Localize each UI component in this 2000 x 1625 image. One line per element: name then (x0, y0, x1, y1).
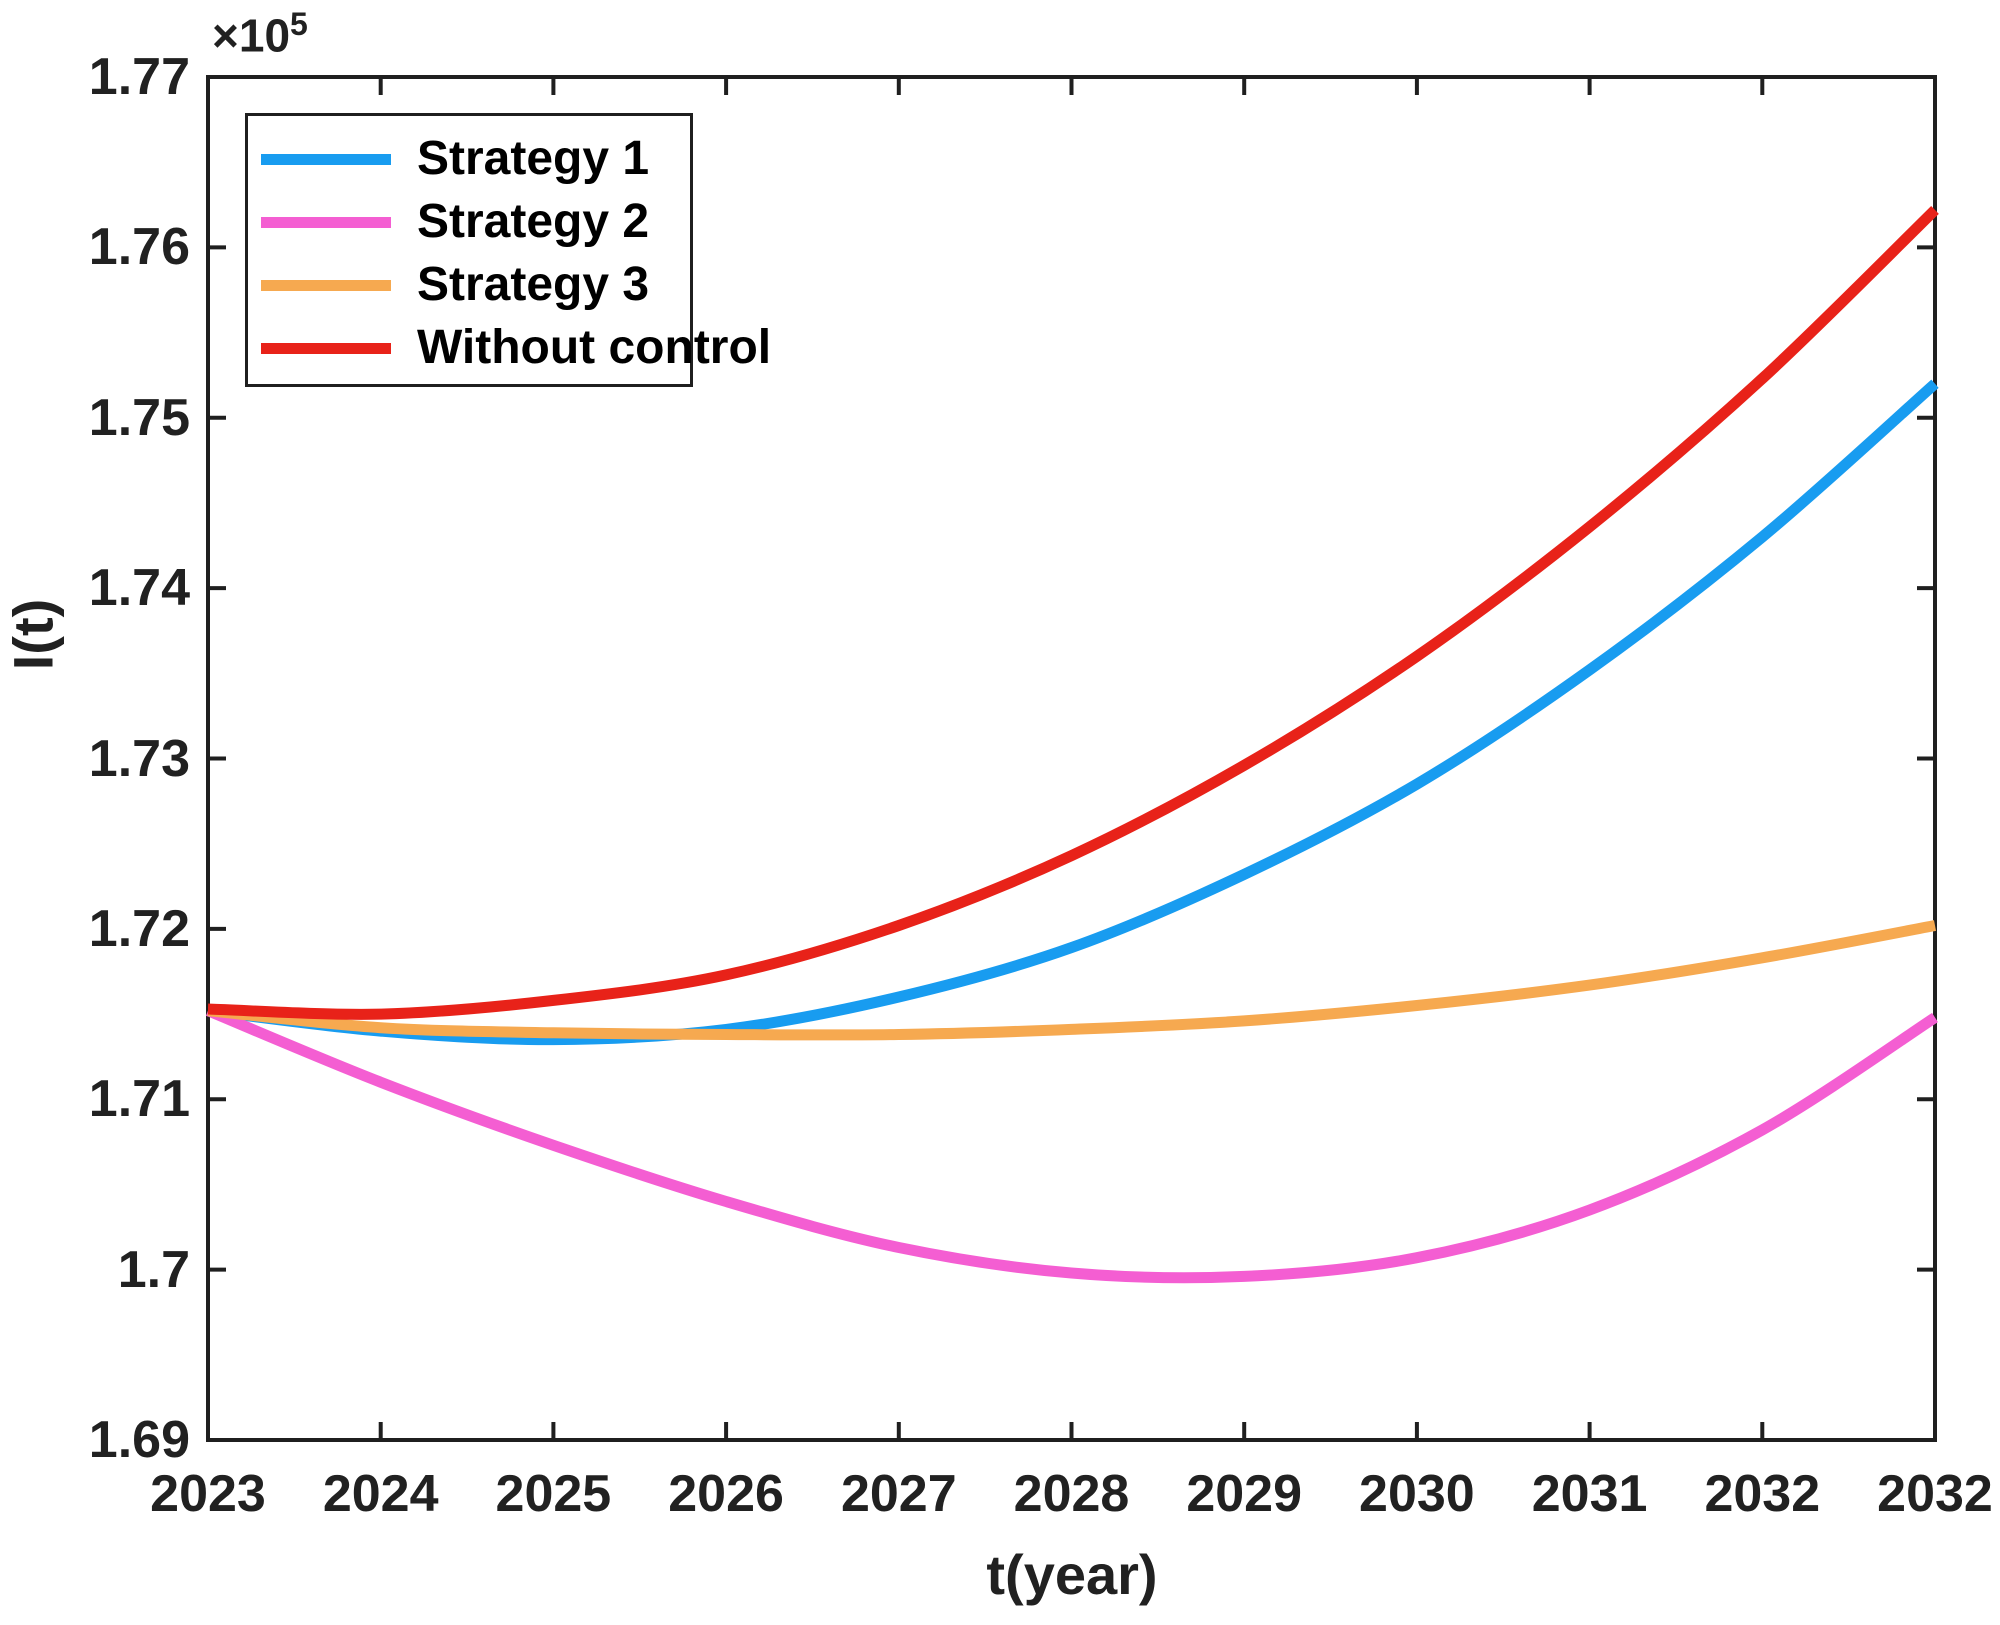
legend-row: Strategy 1 (248, 134, 690, 184)
y-tick-label: 1.75 (88, 388, 190, 447)
series-line-strategy-2 (205, 1005, 1938, 1284)
series-line-without-control (207, 205, 1939, 1020)
y-axis-exponent: ×105 (212, 6, 308, 62)
legend: Strategy 1 Strategy 2 Strategy 3 Without co… (245, 113, 771, 387)
legend-line-swatch (261, 342, 391, 354)
x-tick-label: 2032 (1704, 1465, 1821, 1523)
y-tick-label: 1.72 (88, 899, 190, 958)
x-tick-label: 2023 (150, 1465, 266, 1523)
legend-label: Strategy 3 (417, 258, 650, 311)
x-tick-label: 2032 (1877, 1465, 1993, 1523)
y-tick-label: 1.77 (88, 48, 190, 106)
x-tick-label: 2029 (1186, 1465, 1303, 1523)
legend-row: Strategy 2 (248, 197, 690, 247)
y-tick-label: 1.73 (88, 729, 190, 788)
legend-row: Without control (248, 323, 771, 373)
x-tick-label: 2025 (495, 1465, 612, 1523)
legend-line-swatch (261, 216, 391, 228)
legend-label: Without control (417, 321, 772, 374)
x-axis-label: t(year) (986, 1543, 1158, 1606)
series-line-strategy-3 (207, 920, 1937, 1041)
x-tick-label: 2030 (1359, 1465, 1475, 1523)
x-tick-label: 2026 (668, 1465, 784, 1523)
legend-line-swatch (261, 279, 391, 291)
series-line-strategy-1 (207, 379, 1939, 1046)
y-tick-label: 1.69 (88, 1411, 190, 1469)
legend-label: Strategy 2 (417, 195, 650, 248)
x-tick-label: 2027 (840, 1465, 957, 1523)
legend-line-swatch (261, 153, 391, 165)
y-tick-label: 1.71 (88, 1070, 190, 1129)
x-tick-label: 2024 (322, 1465, 439, 1523)
y-tick-label: 1.76 (88, 218, 190, 277)
x-tick-label: 2028 (1013, 1465, 1130, 1523)
y-tick-label: 1.74 (88, 559, 190, 618)
legend-row: Strategy 3 (248, 260, 690, 310)
legend-label: Strategy 1 (417, 132, 650, 185)
y-tick-label: 1.7 (117, 1240, 190, 1299)
x-tick-label: 2031 (1531, 1465, 1648, 1523)
